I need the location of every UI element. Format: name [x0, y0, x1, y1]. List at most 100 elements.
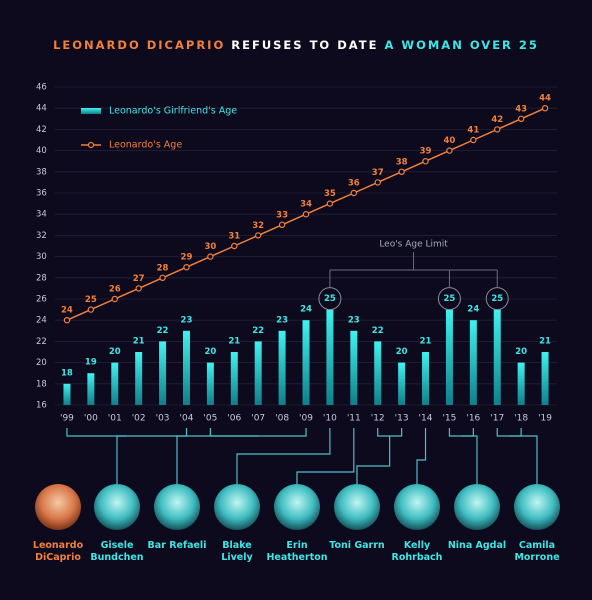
- bracket: [377, 428, 403, 437]
- bracket: [66, 428, 188, 437]
- line-point: [422, 157, 429, 165]
- bar: [326, 309, 334, 405]
- annotation: Leo's Age Limit: [379, 240, 448, 250]
- data-label: 21: [133, 337, 145, 347]
- person-photo: [274, 484, 320, 530]
- bracket: [496, 428, 522, 437]
- person-photo: [214, 484, 260, 530]
- y-tick-label: 34: [36, 210, 47, 220]
- x-tick-label: '00: [84, 414, 98, 424]
- data-label: 41: [467, 126, 479, 136]
- person-name: Nina Agdal: [447, 540, 507, 551]
- data-label: 25: [324, 294, 336, 304]
- data-label: 26: [109, 285, 121, 295]
- person-name: Bar Refaeli: [147, 540, 207, 551]
- person-photo: [454, 484, 500, 530]
- bar: [87, 373, 95, 405]
- line-point: [326, 200, 334, 207]
- data-label: 40: [444, 136, 456, 146]
- data-label: 20: [204, 347, 216, 357]
- data-label: 24: [300, 305, 312, 315]
- x-tick-label: '10: [323, 414, 337, 424]
- data-label: 22: [252, 326, 264, 336]
- y-tick-label: 30: [36, 252, 47, 262]
- data-label: 33: [276, 210, 288, 220]
- connector: [176, 435, 259, 484]
- legend-swatch: [87, 141, 95, 149]
- person-name: Gisele Bundchen: [90, 540, 144, 563]
- x-tick-label: '09: [299, 414, 313, 424]
- bar: [445, 309, 453, 405]
- data-label: 24: [61, 306, 73, 316]
- person-photo: [154, 484, 200, 530]
- bar: [469, 320, 477, 405]
- x-tick-label: '19: [538, 414, 552, 424]
- x-tick-label: '15: [442, 414, 456, 424]
- data-label: 43: [515, 104, 527, 114]
- data-label: 35: [324, 189, 336, 199]
- line-point: [494, 126, 501, 133]
- data-label: 31: [228, 232, 240, 242]
- connector: [509, 435, 538, 484]
- line-point: [207, 253, 214, 260]
- data-label: 39: [420, 147, 432, 157]
- line-point: [541, 104, 549, 112]
- data-label: 24: [467, 305, 479, 315]
- bar: [230, 352, 238, 405]
- x-tick-label: '99: [60, 414, 74, 424]
- bar: [517, 362, 525, 405]
- data-label: 34: [300, 200, 312, 210]
- chart-title: LEONARDO DICAPRIO REFUSES TO DATE A WOMA…: [53, 38, 539, 52]
- connector: [116, 435, 127, 484]
- y-tick-label: 28: [36, 273, 47, 283]
- line-point: [183, 264, 190, 271]
- x-tick-label: '16: [466, 414, 480, 424]
- x-tick-label: '14: [419, 414, 433, 424]
- line-point: [398, 168, 405, 175]
- data-label: 29: [181, 253, 193, 263]
- x-tick-label: '18: [514, 414, 528, 424]
- bar: [398, 362, 406, 405]
- line-point: [374, 179, 381, 186]
- person-photo: [35, 484, 81, 530]
- bar: [493, 309, 501, 405]
- bracket: [448, 428, 474, 437]
- line-point: [63, 317, 71, 324]
- y-tick-label: 32: [36, 231, 47, 241]
- y-tick-label: 46: [36, 83, 47, 93]
- data-label: 18: [61, 368, 73, 378]
- x-tick-label: '08: [275, 414, 289, 424]
- x-tick-label: '02: [132, 414, 146, 424]
- data-label: 23: [348, 315, 360, 325]
- bar: [159, 341, 167, 405]
- person-name: Erin Heatherton: [266, 540, 328, 563]
- y-tick-label: 16: [36, 401, 47, 411]
- x-tick-label: '17: [490, 414, 504, 424]
- title-part: REFUSES TO DATE: [231, 38, 378, 52]
- x-tick-label: '01: [108, 414, 122, 424]
- bar: [135, 352, 143, 405]
- person-photo: [334, 484, 380, 530]
- x-tick-label: '12: [371, 414, 385, 424]
- data-label: 25: [444, 294, 456, 304]
- bar: [350, 330, 358, 405]
- bar: [422, 352, 430, 405]
- data-label: 22: [157, 326, 169, 336]
- legend-label: Leonardo's Age: [109, 140, 182, 151]
- bar: [111, 362, 119, 405]
- data-label: 21: [539, 337, 551, 347]
- connector: [461, 435, 478, 484]
- data-label: 30: [204, 242, 216, 252]
- data-label: 28: [157, 263, 169, 273]
- bar: [182, 330, 190, 405]
- data-label: 27: [133, 274, 145, 284]
- bar: [254, 341, 262, 405]
- line-point: [470, 136, 477, 144]
- data-label: 37: [372, 168, 384, 178]
- data-label: 19: [85, 358, 97, 368]
- x-tick-label: '06: [227, 414, 241, 424]
- line-point: [302, 210, 310, 218]
- bar: [206, 362, 214, 405]
- y-tick-label: 26: [36, 295, 47, 305]
